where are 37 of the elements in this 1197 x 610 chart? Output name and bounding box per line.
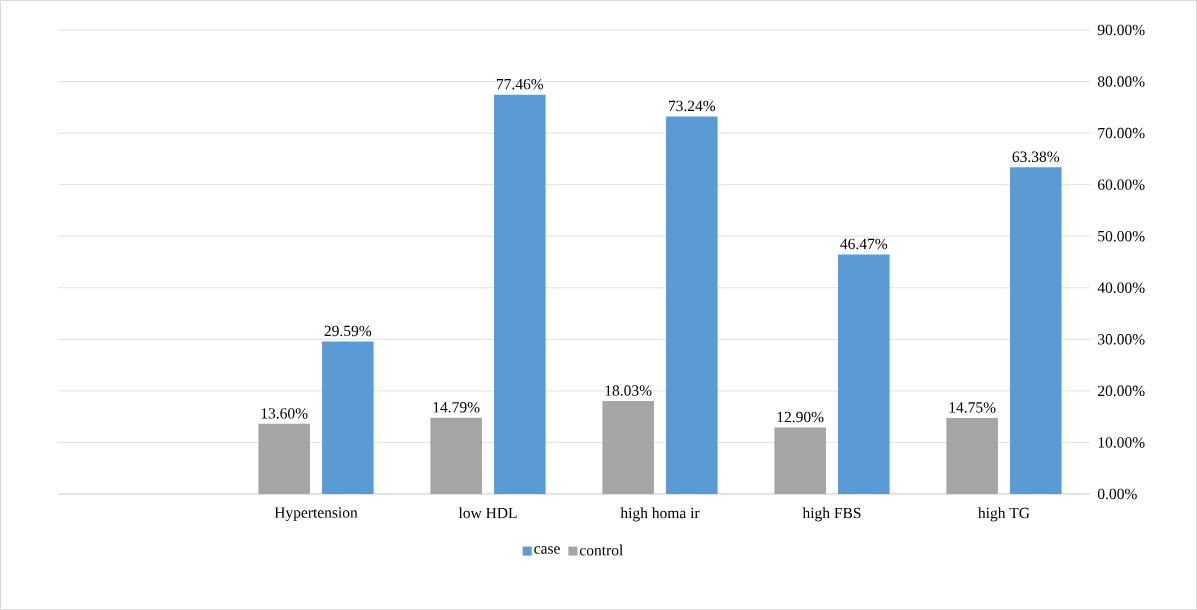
legend-label: case xyxy=(534,546,560,554)
bar xyxy=(430,417,482,494)
bar xyxy=(946,417,998,494)
bar xyxy=(1009,167,1062,494)
x-tick-label: Hypertension xyxy=(274,507,358,521)
y-tick-label: 90.00% xyxy=(1097,24,1145,36)
bar xyxy=(666,116,718,494)
data-label: 14.79% xyxy=(433,402,480,413)
y-tick-label: 80.00% xyxy=(1097,76,1145,87)
x-tick-label: high FBS xyxy=(802,507,861,522)
data-label: 77.46% xyxy=(496,78,544,90)
bar xyxy=(494,94,546,494)
data-label: 63.38% xyxy=(1012,151,1060,163)
x-tick-label: high homa ir xyxy=(620,507,700,522)
data-label: 73.24% xyxy=(668,100,716,112)
y-tick-label: 40.00% xyxy=(1097,282,1145,294)
y-tick-label: 20.00% xyxy=(1098,385,1145,397)
y-tick-label: 50.00% xyxy=(1098,230,1145,242)
data-label: 13.60% xyxy=(261,408,308,419)
bar xyxy=(602,401,654,494)
y-tick-label: 60.00% xyxy=(1098,179,1145,190)
data-label: 18.03% xyxy=(605,385,652,396)
y-tick-label: 10.00% xyxy=(1098,437,1145,448)
legend-label: control xyxy=(579,544,623,556)
data-label: 14.75% xyxy=(949,402,996,413)
y-tick-label: 0.00% xyxy=(1097,488,1137,500)
bar xyxy=(258,423,310,494)
data-label: 46.47% xyxy=(840,238,888,250)
y-tick-label: 30.00% xyxy=(1098,334,1145,345)
bar xyxy=(322,341,374,494)
x-tick-label: high TG xyxy=(978,507,1030,522)
x-tick-label: low HDL xyxy=(458,507,517,519)
y-tick-label: 70.00% xyxy=(1098,127,1145,139)
bar xyxy=(774,427,826,494)
data-label: 12.90% xyxy=(777,411,824,423)
bar xyxy=(838,254,890,494)
data-label: 29.59% xyxy=(324,325,372,337)
